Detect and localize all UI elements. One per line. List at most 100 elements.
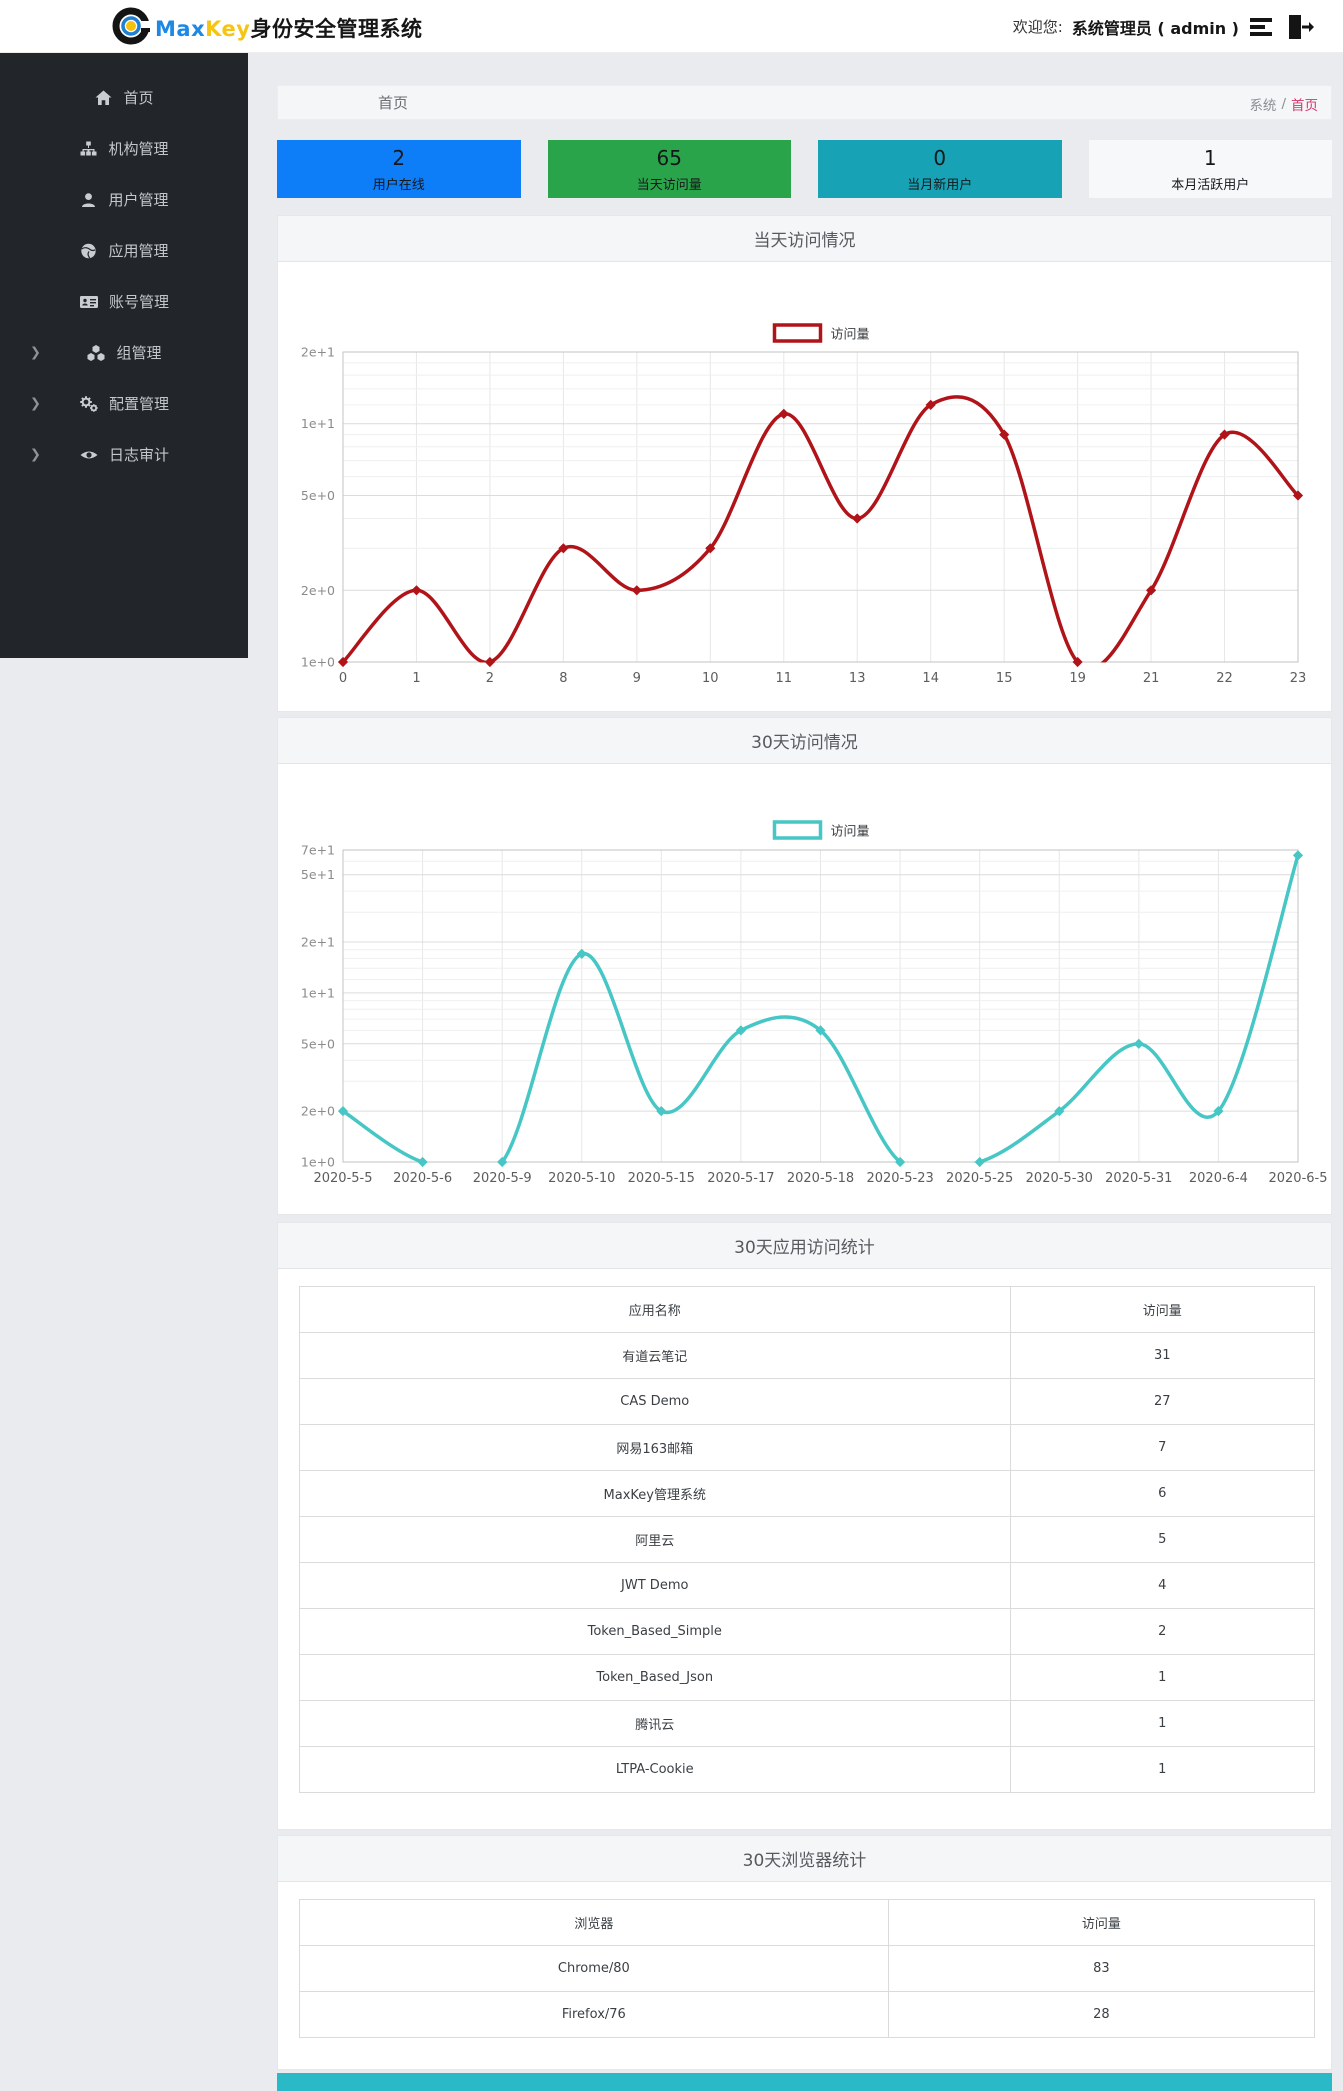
table-cell: MaxKey管理系统	[299, 1470, 1011, 1517]
app-logo[interactable]: MaxKey身份安全管理系统	[112, 7, 422, 49]
svg-text:5e+1: 5e+1	[301, 867, 335, 882]
breadcrumb-current[interactable]: 首页	[1291, 97, 1318, 114]
home-icon	[94, 89, 113, 107]
sidebar-item-label: 用户管理	[108, 191, 169, 209]
chevron-right-icon: ❯	[30, 345, 41, 360]
svg-text:2020-6-5: 2020-6-5	[1268, 1171, 1327, 1186]
table-cell: 31	[1009, 1332, 1315, 1379]
stat-card-value: 65	[656, 145, 682, 170]
maxkey-logo-icon	[112, 7, 150, 49]
svg-text:9: 9	[633, 671, 641, 686]
app-stats-table: 应用名称 访问量 有道云笔记 31 CAS Demo 27 网易163邮箱 7 MaxKey管理…	[299, 1286, 1315, 1793]
table-cell: 4	[1009, 1562, 1315, 1609]
svg-text:1e+0: 1e+0	[301, 655, 335, 670]
plot-border	[342, 849, 1299, 1163]
sidebar-item-accounts[interactable]: 账号管理	[0, 276, 248, 327]
chart-legend: 访问量	[772, 323, 870, 343]
sidebar-item-apps[interactable]: 应用管理	[0, 225, 248, 276]
svg-text:7e+1: 7e+1	[301, 843, 335, 858]
top-bar: MaxKey身份安全管理系统 欢迎您: 系统管理员 ( admin )	[0, 0, 1343, 53]
table-cell: 7	[1009, 1424, 1315, 1471]
stat-cards-row: 2 用户在线 65 当天访问量 0 当月新用户 1 本月活跃用户	[277, 140, 1332, 198]
table-row: Token_Based_Simple 2	[299, 1608, 1315, 1655]
svg-text:2e+1: 2e+1	[301, 345, 335, 360]
table-cell: 1	[1009, 1746, 1315, 1793]
stat-card-value: 2	[392, 145, 406, 170]
svg-text:2020-5-15: 2020-5-15	[628, 1171, 695, 1186]
sidebar-item-label: 配置管理	[108, 395, 169, 413]
svg-text:2020-6-4: 2020-6-4	[1189, 1171, 1248, 1186]
current-user: 系统管理员 ( admin )	[1071, 18, 1239, 38]
y-axis-tick-labels: 1e+0 2e+0 5e+0 1e+1 2e+1 5e+1 7e+1	[301, 843, 335, 1170]
plot-border	[342, 351, 1299, 663]
browser-stats-table: 浏览器 访问量 Chrome/80 83 Firefox/76 28	[299, 1899, 1316, 2038]
stat-card-active-users-month: 1 本月活跃用户	[1088, 140, 1332, 198]
data-point-markers	[337, 399, 1304, 668]
x-axis-tick-labels: 2020-5-5 2020-5-6 2020-5-9 2020-5-10 2020-5-…	[313, 1171, 1327, 1186]
sidebar-item-users[interactable]: 用户管理	[0, 174, 248, 225]
table-cell: 83	[887, 1945, 1316, 1992]
visits-30days-chart-body: 1e+0 2e+0 5e+0 1e+1 2e+1 5e+1 7e+1 2020-5-5 2020…	[278, 764, 1331, 1214]
panel-browser-stats: 30天浏览器统计 浏览器 访问量 Chrome/80 83 Firefox/76 28	[277, 1835, 1332, 2070]
table-header-row: 应用名称 访问量	[299, 1286, 1315, 1333]
menu-list-icon[interactable]	[1248, 13, 1276, 41]
table-row: CAS Demo 27	[299, 1378, 1315, 1425]
svg-text:22: 22	[1216, 671, 1233, 686]
stat-card-label: 本月活跃用户	[1171, 177, 1250, 193]
svg-text:5e+0: 5e+0	[301, 488, 335, 503]
breadcrumb-section[interactable]: 系统	[1249, 97, 1277, 114]
svg-text:10: 10	[702, 671, 719, 686]
svg-text:2e+0: 2e+0	[301, 1104, 335, 1119]
svg-text:2e+0: 2e+0	[301, 583, 335, 598]
stat-card-users-online: 2 用户在线	[277, 140, 521, 198]
table-row: JWT Demo 4	[299, 1562, 1315, 1609]
logout-icon[interactable]	[1285, 12, 1315, 42]
table-cell: JWT Demo	[299, 1562, 1011, 1609]
sidebar-item-home[interactable]: 首页	[0, 72, 248, 123]
table-row: Firefox/76 28	[299, 1991, 1316, 2038]
svg-text:15: 15	[996, 671, 1013, 686]
svg-text:1: 1	[412, 671, 420, 686]
data-point-markers	[337, 850, 1304, 1168]
globe-icon	[79, 242, 98, 260]
sidebar-item-audit[interactable]: ❯ 日志审计	[0, 429, 248, 480]
page-header: 首页 系统 / 首页	[277, 85, 1332, 120]
breadcrumb-separator: /	[1281, 95, 1286, 112]
svg-text:19: 19	[1069, 671, 1086, 686]
table-cell: 27	[1009, 1378, 1315, 1425]
stat-card-label: 当天访问量	[636, 177, 702, 193]
sidebar-item-groups[interactable]: ❯ 组管理	[0, 327, 248, 378]
svg-text:访问量: 访问量	[831, 328, 870, 343]
table-row: 阿里云 5	[299, 1516, 1315, 1563]
panel-title-visits-today: 当天访问情况	[278, 216, 1331, 262]
svg-text:1e+1: 1e+1	[301, 985, 335, 1000]
table-cell: 1	[1009, 1654, 1315, 1701]
table-cell: 腾讯云	[299, 1700, 1011, 1747]
table-cell: Chrome/80	[299, 1945, 889, 1992]
line-series	[341, 395, 1300, 663]
visits-today-chart: 1e+0 2e+0 5e+0 1e+1 2e+1 0 1 2 8 9 10 11 13 14 15 19 21 2…	[301, 323, 1306, 686]
table-cell: 1	[1009, 1700, 1315, 1747]
table-header-cell: 访问量	[887, 1899, 1316, 1946]
table-cell: CAS Demo	[299, 1378, 1011, 1425]
svg-text:11: 11	[776, 671, 793, 686]
svg-text:2020-5-25: 2020-5-25	[946, 1171, 1013, 1186]
panel-visits-30days: 30天访问情况 1e+0 2e+0 5e+0 1e+1 2e+1 5e+1 7e+1 2020…	[277, 717, 1332, 1215]
svg-text:2020-5-17: 2020-5-17	[707, 1171, 774, 1186]
svg-text:1e+1: 1e+1	[301, 416, 335, 431]
table-cell: 2	[1009, 1608, 1315, 1655]
svg-text:14: 14	[922, 671, 939, 686]
panel-title-visits-30days: 30天访问情况	[278, 718, 1331, 764]
sidebar-item-config[interactable]: ❯ 配置管理	[0, 378, 248, 429]
table-row: MaxKey管理系统 6	[299, 1470, 1315, 1517]
sidebar-item-label: 组管理	[116, 344, 162, 362]
svg-text:2020-5-10: 2020-5-10	[548, 1171, 615, 1186]
stat-card-value: 0	[933, 145, 947, 170]
cubes-icon	[86, 344, 106, 362]
svg-text:21: 21	[1143, 671, 1160, 686]
x-gridlines	[342, 352, 1299, 662]
sidebar-item-org[interactable]: 机构管理	[0, 123, 248, 174]
y-minor-gridlines	[343, 362, 1298, 549]
table-cell: Token_Based_Json	[299, 1654, 1011, 1701]
